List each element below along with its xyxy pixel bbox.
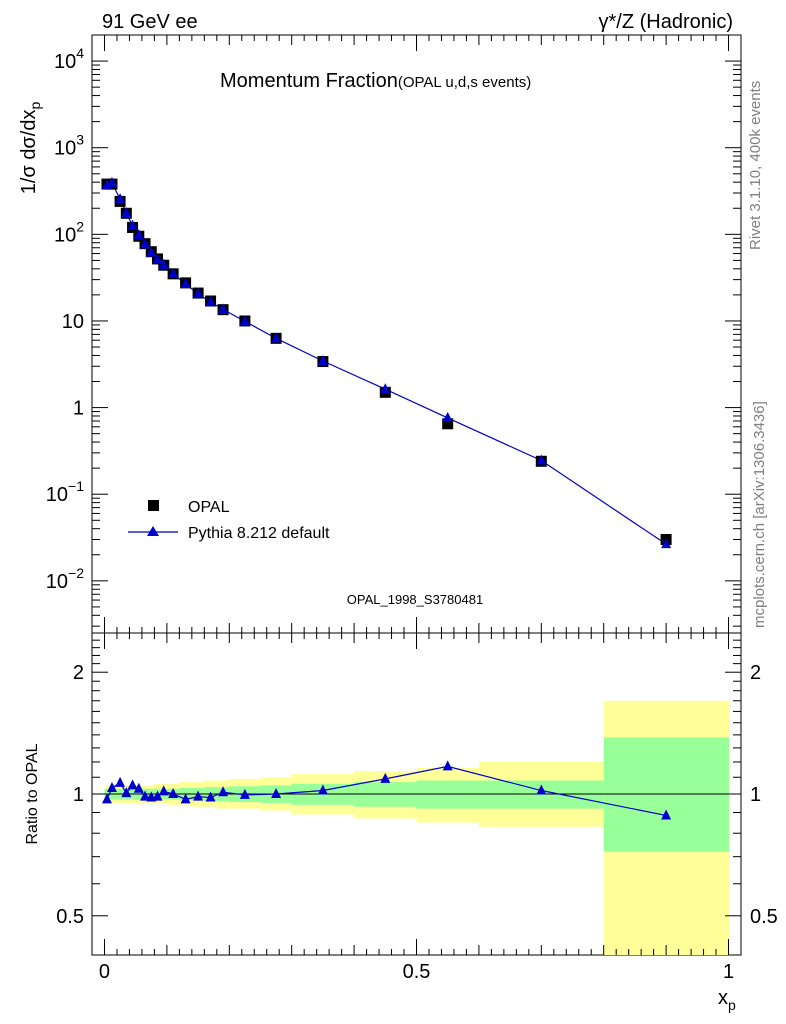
ratio-y-tick-label-right: 0.5 xyxy=(750,906,778,928)
mc-data-point xyxy=(140,238,151,249)
ratio-band-inner xyxy=(416,780,480,809)
ratio-mc-point xyxy=(661,809,672,820)
mc-data-point xyxy=(115,193,126,204)
ratio-mc-point xyxy=(239,788,250,799)
main-y-tick-label: 10 xyxy=(62,311,84,333)
mc-series-line xyxy=(106,182,667,545)
mc-data-point xyxy=(205,296,216,307)
ratio-band-inner xyxy=(603,737,730,852)
mc-data-point xyxy=(106,176,117,187)
ratio-mc-point xyxy=(536,784,547,795)
ratio-mc-point xyxy=(121,787,132,798)
ratio-axes: 0 0.5 1 0.5 0.5 1 1 2 2 xyxy=(56,632,778,983)
legend: OPAL Pythia 8.212 default xyxy=(128,499,330,542)
mc-data-point xyxy=(168,267,179,278)
mc-data-point xyxy=(146,246,157,257)
ratio-mc-point xyxy=(152,790,163,801)
mc-data-point xyxy=(193,287,204,298)
x-axis-label: xp xyxy=(718,987,736,1013)
ratio-mc-point xyxy=(140,790,151,801)
ratio-y-tick-label-right: 2 xyxy=(750,662,761,684)
ratio-data-marks xyxy=(101,760,672,820)
mc-data-point xyxy=(271,332,282,343)
ratio-mc-point xyxy=(168,788,179,798)
main-y-tick-label: 10−2 xyxy=(46,565,84,593)
header-process-label: γ*/Z (Hadronic) xyxy=(599,11,733,33)
main-y-tick-label: 10−1 xyxy=(46,478,84,506)
legend-label-pythia: Pythia 8.212 default xyxy=(188,525,330,542)
opal-data-point xyxy=(442,418,454,430)
ratio-mc-point xyxy=(133,782,144,793)
chart-title: Momentum Fraction(OPAL u,d,s events) xyxy=(220,70,531,92)
ratio-y-tick-label: 0.5 xyxy=(56,906,84,928)
header-energy-label: 91 GeV ee xyxy=(102,11,198,33)
ratio-mc-point xyxy=(205,791,216,802)
ratio-y-tick-label-right: 1 xyxy=(750,784,761,806)
main-y-axis-label: 1/σ dσ/dxp xyxy=(18,102,43,195)
main-plot-frame xyxy=(91,34,742,634)
ratio-band-inner xyxy=(478,780,605,809)
mc-data-point xyxy=(152,253,163,264)
ratio-y-tick-label: 2 xyxy=(73,662,84,684)
ratio-mc-point xyxy=(101,793,112,804)
mc-data-point xyxy=(133,229,144,240)
analysis-watermark: OPAL_1998_S3780481 xyxy=(347,592,483,607)
mc-data-point xyxy=(121,207,132,218)
main-y-tick-label: 1 xyxy=(73,398,84,420)
x-tick-label: 0.5 xyxy=(403,961,431,983)
main-data-marks xyxy=(101,176,672,549)
ratio-mc-point xyxy=(158,785,169,796)
ratio-mc-point xyxy=(442,760,453,771)
legend-label-opal: OPAL xyxy=(188,499,230,516)
ratio-mc-point xyxy=(317,784,328,795)
x-tick-label: 1 xyxy=(723,961,734,983)
rivet-version-label: Rivet 3.1.10, 400k events xyxy=(747,81,764,250)
ratio-mc-point xyxy=(380,772,391,783)
ratio-uncertainty-bands xyxy=(104,700,730,955)
ratio-mc-point xyxy=(218,786,229,797)
mcplots-source-label: mcplots.cern.ch [arXiv:1306.3436] xyxy=(751,401,768,628)
mc-data-point xyxy=(380,383,391,394)
mc-data-point xyxy=(317,354,328,365)
legend-marker-pythia xyxy=(147,526,159,536)
legend-marker-opal xyxy=(148,500,159,511)
mc-data-point xyxy=(218,303,229,314)
ratio-mc-point xyxy=(115,776,126,787)
mc-data-point xyxy=(442,411,453,422)
mc-data-point xyxy=(536,454,547,465)
ratio-mc-point xyxy=(127,779,138,790)
mc-data-point xyxy=(239,315,250,326)
mc-data-point xyxy=(127,219,138,230)
ratio-mc-point xyxy=(271,788,282,798)
ratio-mc-point xyxy=(193,790,204,801)
ratio-mc-point xyxy=(106,781,117,792)
ratio-mc-point xyxy=(180,793,191,804)
x-tick-label: 0 xyxy=(99,961,110,983)
main-axes: 10−2 10−1 1 10 102 103 104 xyxy=(46,34,741,633)
mc-data-point xyxy=(180,278,191,289)
ratio-y-axis-label: Ratio to OPAL xyxy=(24,743,41,844)
main-y-tick-label: 102 xyxy=(54,218,84,246)
mc-data-point xyxy=(661,538,672,549)
ratio-y-tick-label: 1 xyxy=(73,784,84,806)
main-y-tick-label: 104 xyxy=(54,45,84,73)
mc-data-point xyxy=(158,258,169,269)
main-y-tick-label: 103 xyxy=(54,132,84,160)
